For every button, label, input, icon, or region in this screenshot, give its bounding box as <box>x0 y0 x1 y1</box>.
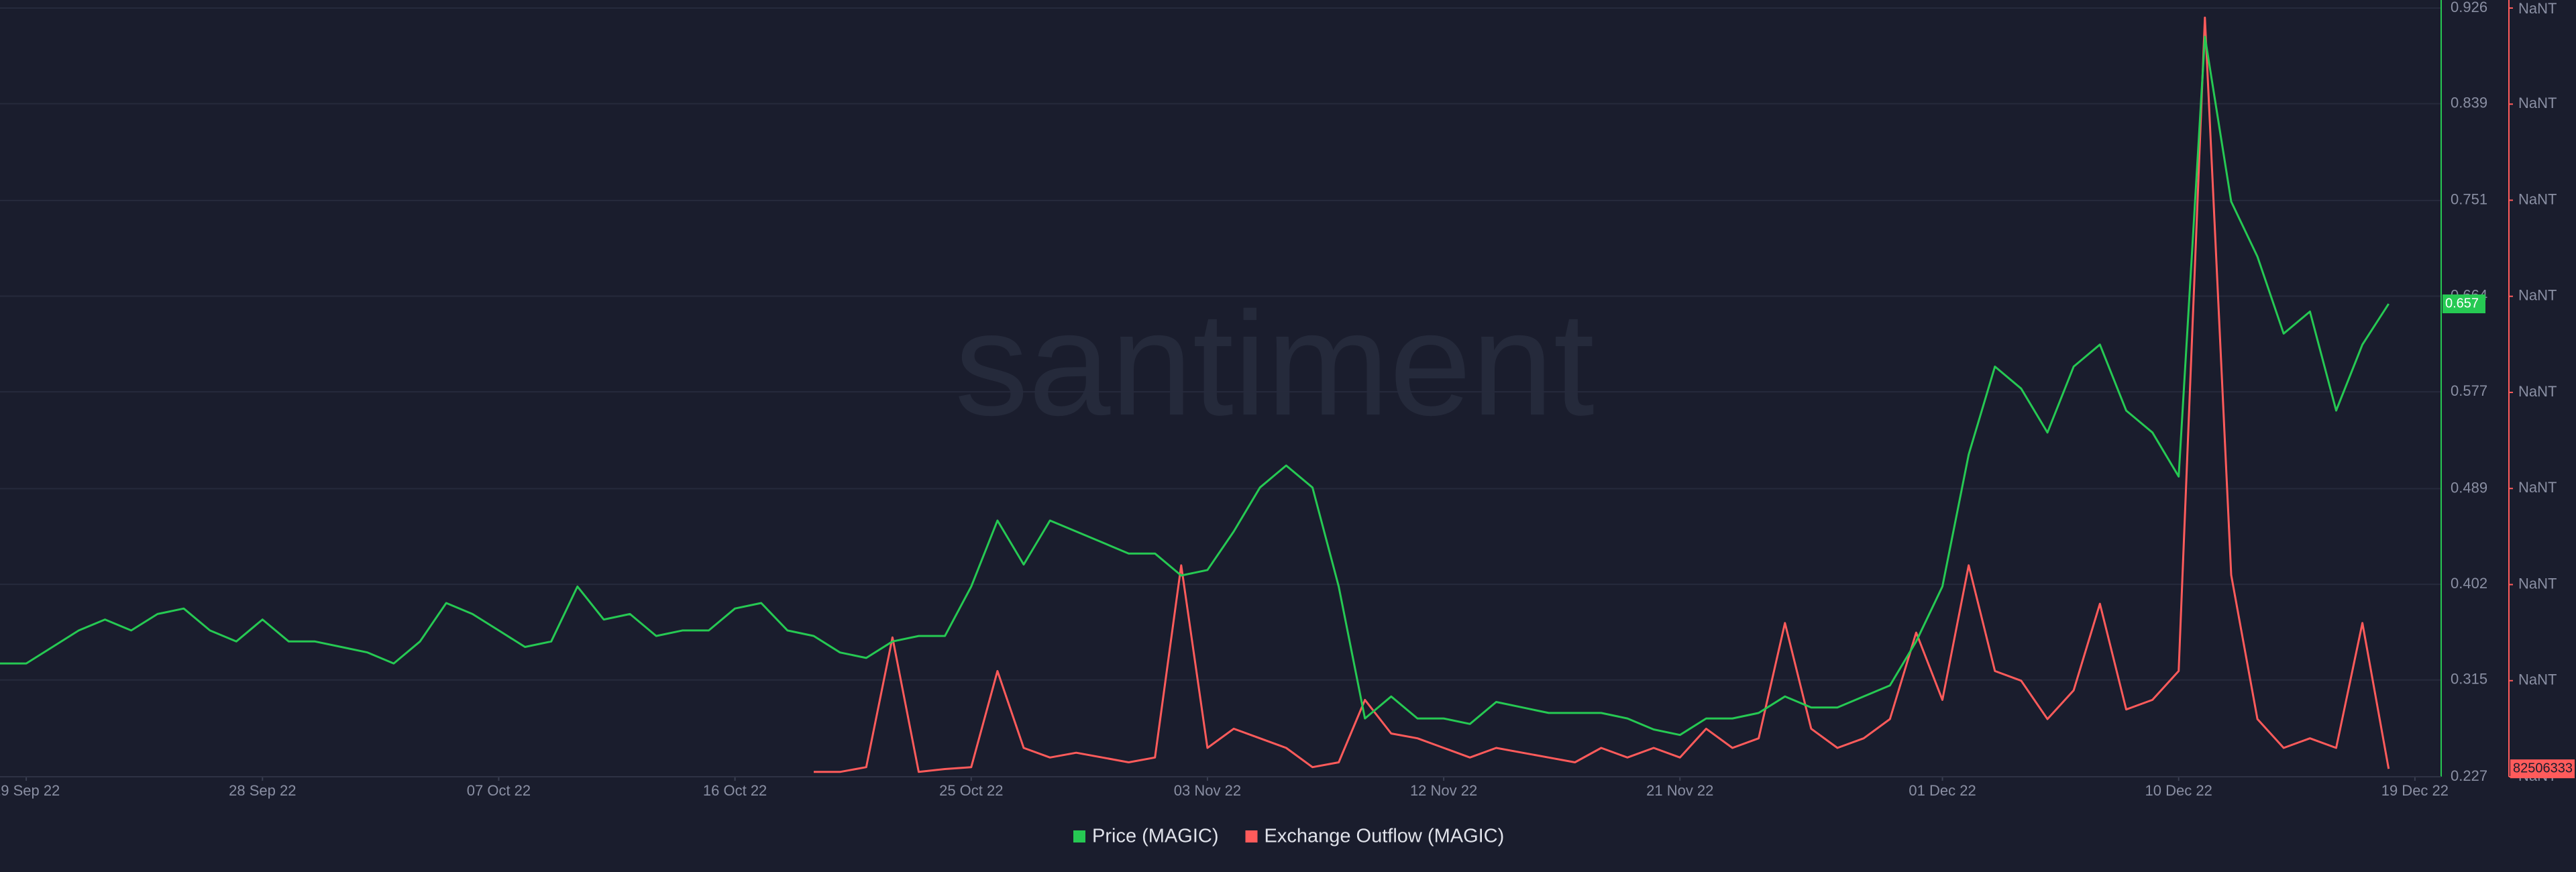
last-value-badge <box>2510 759 2575 779</box>
x-tick-label: 01 Dec 22 <box>1909 782 1976 799</box>
x-tick-label: 19 Sep 22 <box>0 782 60 799</box>
y2-tick-label: NaNT <box>2518 575 2557 592</box>
x-tick-label: 25 Oct 22 <box>939 782 1003 799</box>
series-line <box>814 16 2390 773</box>
x-tick-label: 21 Nov 22 <box>1646 782 1713 799</box>
y-tick-label: 0.751 <box>2451 191 2487 208</box>
last-value-label: 0.657 <box>2445 296 2479 311</box>
y2-tick-label: NaNT <box>2518 0 2557 17</box>
legend-swatch <box>1073 830 1085 842</box>
watermark: santiment <box>955 281 1595 446</box>
y2-tick-label: NaNT <box>2518 479 2557 496</box>
y-tick-label: 0.489 <box>2451 479 2487 496</box>
x-tick-label: 28 Sep 22 <box>229 782 296 799</box>
last-value-badge <box>2443 294 2485 314</box>
y-tick-label: 0.315 <box>2451 671 2487 688</box>
x-tick-label: 07 Oct 22 <box>467 782 531 799</box>
y2-tick-label: NaNT <box>2518 671 2557 688</box>
x-tick-label: 12 Nov 22 <box>1410 782 1477 799</box>
x-tick-label: 03 Nov 22 <box>1174 782 1241 799</box>
legend-swatch <box>1245 830 1258 842</box>
x-tick-label: 16 Oct 22 <box>703 782 767 799</box>
y-tick-label: 0.839 <box>2451 94 2487 111</box>
last-value-label: 82506333 <box>2513 761 2573 775</box>
series-line <box>0 36 2390 737</box>
y2-tick-label: NaNT <box>2518 383 2557 400</box>
x-tick-label: 19 Dec 22 <box>2381 782 2449 799</box>
legend-label: Price (MAGIC) <box>1092 826 1219 847</box>
y-tick-label: 0.227 <box>2451 767 2487 784</box>
y-tick-label: 0.577 <box>2451 382 2487 399</box>
x-tick-label: 10 Dec 22 <box>2145 782 2212 799</box>
y2-tick-label: NaNT <box>2518 287 2557 304</box>
y2-tick-label: NaNT <box>2518 95 2557 111</box>
y-tick-label: 0.402 <box>2451 575 2487 592</box>
legend-label: Exchange Outflow (MAGIC) <box>1265 826 1505 847</box>
y-tick-label: 0.926 <box>2451 0 2487 15</box>
y2-tick-label: NaNT <box>2518 190 2557 207</box>
